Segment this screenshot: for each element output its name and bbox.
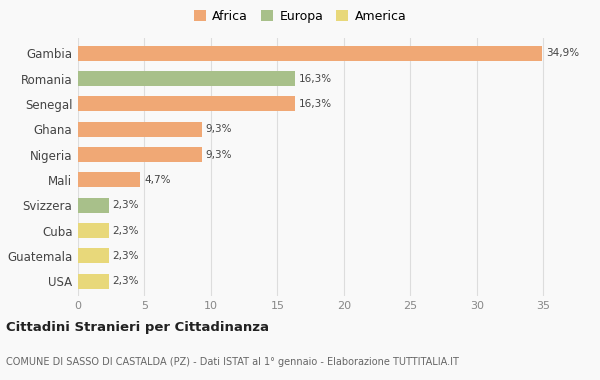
Bar [78,223,109,238]
Text: 2,3%: 2,3% [113,276,139,286]
Bar [78,71,295,86]
Text: COMUNE DI SASSO DI CASTALDA (PZ) - Dati ISTAT al 1° gennaio - Elaborazione TUTTI: COMUNE DI SASSO DI CASTALDA (PZ) - Dati … [6,357,459,367]
Bar [78,46,542,61]
Bar [78,172,140,187]
Text: 16,3%: 16,3% [299,99,332,109]
Bar [78,147,202,162]
Text: 9,3%: 9,3% [206,150,232,160]
Bar [78,274,109,289]
Text: 2,3%: 2,3% [113,226,139,236]
Text: 2,3%: 2,3% [113,200,139,210]
Text: 2,3%: 2,3% [113,251,139,261]
Bar [78,122,202,137]
Text: 9,3%: 9,3% [206,124,232,134]
Bar [78,198,109,213]
Text: 4,7%: 4,7% [145,175,171,185]
Legend: Africa, Europa, America: Africa, Europa, America [194,10,406,23]
Text: 34,9%: 34,9% [546,48,579,58]
Text: Cittadini Stranieri per Cittadinanza: Cittadini Stranieri per Cittadinanza [6,321,269,334]
Bar [78,96,295,111]
Text: 16,3%: 16,3% [299,74,332,84]
Bar [78,248,109,263]
